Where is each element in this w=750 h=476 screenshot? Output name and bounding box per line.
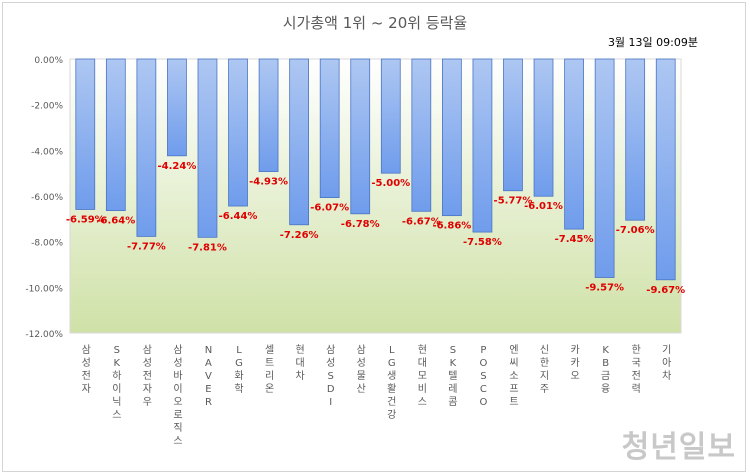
bar — [289, 58, 309, 226]
bar — [75, 58, 96, 210]
bar — [228, 58, 248, 207]
bar-value-label: -7.77% — [127, 241, 166, 252]
bar — [411, 58, 432, 212]
bar-value-label: -7.81% — [188, 242, 227, 253]
bar — [167, 58, 187, 157]
bar-value-label: -5.77% — [494, 196, 533, 207]
chart-timestamp: 3월 13일 09:09분 — [607, 36, 698, 49]
y-tick-label: 0.00% — [34, 56, 63, 66]
bar-value-label: -6.01% — [524, 201, 563, 212]
bar-value-label: -6.07% — [310, 203, 349, 214]
bar-value-label: -6.86% — [432, 221, 471, 232]
bar-value-label: -6.59% — [66, 214, 105, 225]
bar-value-label: -6.78% — [341, 219, 380, 230]
bar — [594, 58, 615, 278]
bar-value-label: -7.06% — [616, 225, 655, 236]
bar — [380, 58, 401, 174]
bar — [197, 58, 218, 238]
bar — [503, 58, 523, 192]
chart-title: 시가총액 1위 ~ 20위 등락율 — [282, 14, 468, 32]
bar — [564, 58, 584, 230]
bar-value-label: -4.93% — [249, 177, 288, 188]
bar-value-label: -6.44% — [219, 211, 258, 222]
watermark-logo: 청년일보 — [621, 430, 736, 465]
y-tick-label: -2.00% — [31, 102, 63, 112]
y-tick-label: -12.00% — [25, 330, 63, 340]
bar-value-label: -6.67% — [402, 216, 441, 227]
y-tick-label: -6.00% — [31, 193, 63, 203]
bar — [442, 58, 462, 217]
bar-value-label: -9.67% — [646, 285, 685, 296]
y-tick-label: -4.00% — [31, 147, 63, 157]
bar-value-label: -9.57% — [585, 283, 624, 294]
chart-frame — [2, 2, 746, 472]
bar-value-label: -7.58% — [463, 237, 502, 248]
bar-value-label: -5.00% — [371, 178, 410, 189]
bar-value-label: -7.26% — [280, 230, 319, 241]
bar-value-label: -6.64% — [96, 216, 135, 227]
bar — [258, 58, 279, 172]
bar — [350, 58, 371, 215]
bar — [136, 58, 157, 237]
y-tick-label: -8.00% — [31, 239, 63, 249]
bar — [625, 58, 646, 221]
bar — [655, 58, 676, 281]
y-tick-label: -10.00% — [25, 284, 63, 294]
bar — [472, 58, 493, 233]
bar — [533, 58, 554, 197]
bar-value-label: -7.45% — [555, 234, 594, 245]
bar-value-label: -4.24% — [158, 161, 197, 172]
bar — [105, 58, 126, 212]
bar — [319, 58, 340, 198]
